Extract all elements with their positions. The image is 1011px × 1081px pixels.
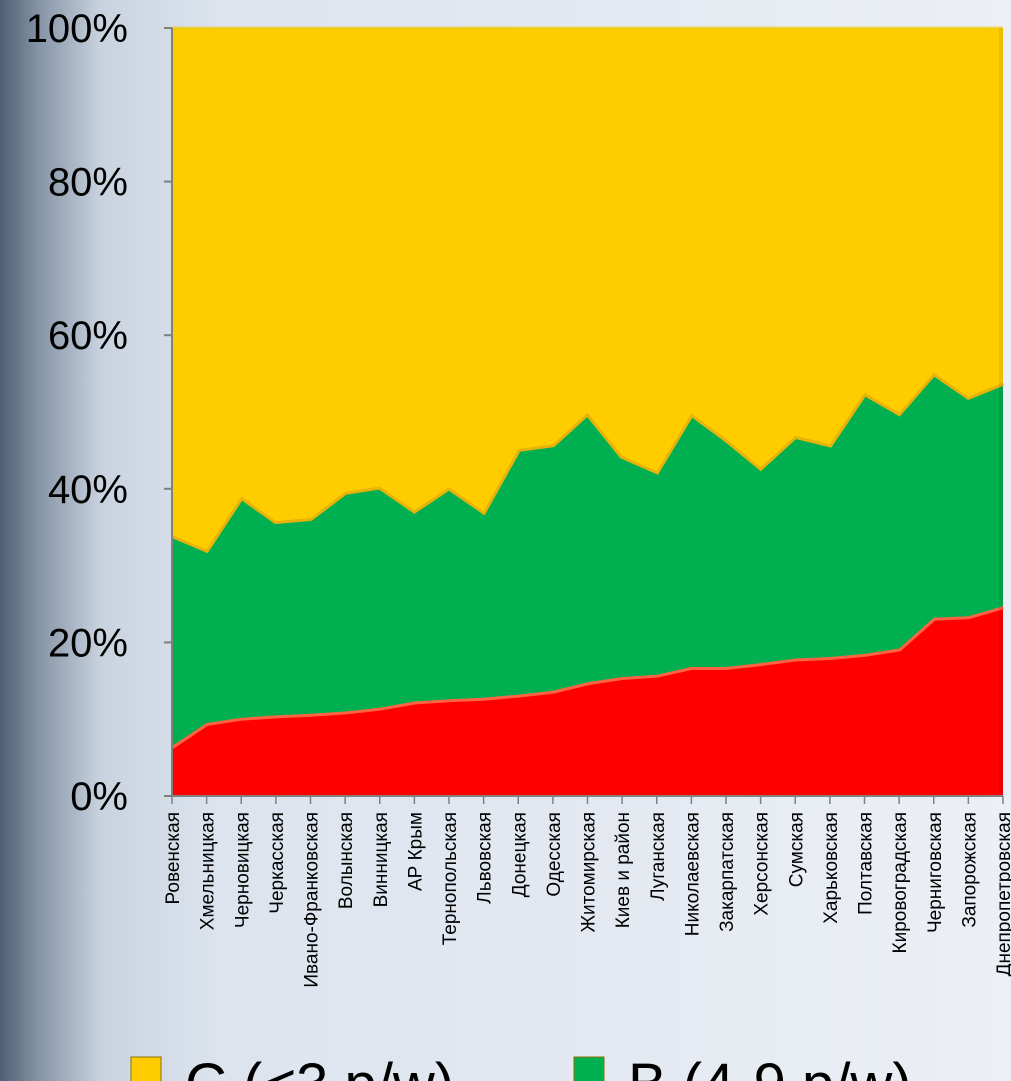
x-category-label: Волынская — [336, 812, 357, 909]
x-category-label: Луганская — [648, 812, 669, 901]
x-category-label: Херсонская — [752, 812, 773, 916]
x-category-label: Ровенская — [163, 812, 184, 904]
x-category-label: Харьковская — [821, 812, 842, 924]
legend-swatch — [573, 1056, 605, 1081]
y-tick-label: 80% — [48, 161, 128, 205]
x-axis-labels: Ровенская Хмельницкая Черновицкая Черкасска… — [163, 812, 1011, 988]
x-category-label: Кировоградская — [890, 812, 911, 954]
area-series-3 — [172, 28, 1003, 550]
y-axis-labels: 0% 20% 40% 60% 80% 100% — [26, 7, 128, 819]
x-category-label: Киев и район — [613, 812, 634, 928]
area-layers — [170, 26, 1005, 796]
depth-edge — [999, 28, 1003, 796]
area-series-2 — [172, 372, 1003, 747]
axes — [164, 27, 1004, 804]
legend: C (<3 р/w) B (4-9 р/w) — [130, 1052, 912, 1081]
x-category-label: Ивано-Франковская — [302, 812, 323, 988]
x-category-label: Черновицкая — [232, 812, 253, 928]
legend-swatch — [130, 1056, 162, 1081]
x-category-label: Одесская — [544, 812, 565, 897]
y-tick-label: 100% — [26, 7, 128, 51]
legend-label: B (4-9 р/w) — [628, 1052, 912, 1081]
x-category-label: Полтавская — [856, 812, 877, 915]
x-category-label: Донецкая — [509, 812, 530, 897]
x-category-label: АР Крым — [405, 812, 426, 891]
y-tick-label: 60% — [48, 314, 128, 358]
legend-label: C (<3 р/w) — [185, 1052, 454, 1081]
x-category-label: Сумская — [786, 812, 807, 887]
x-category-label: Николаевская — [682, 812, 703, 936]
x-category-label: Черниговская — [925, 812, 946, 933]
x-category-label: Запорожская — [959, 812, 980, 928]
x-category-label: Днепропетровская — [994, 812, 1011, 976]
x-category-label: Львовская — [475, 812, 496, 904]
area-series-1 — [172, 606, 1003, 796]
x-category-label: Житомирская — [579, 812, 600, 933]
y-tick-label: 40% — [48, 468, 128, 512]
x-category-label: Винницкая — [371, 812, 392, 907]
x-category-label: Хмельницкая — [198, 812, 219, 930]
y-tick-label: 20% — [48, 621, 128, 665]
y-tick-label: 0% — [70, 775, 128, 819]
x-category-label: Черкасская — [267, 812, 288, 914]
x-category-label: Закарпатская — [717, 812, 738, 932]
x-category-label: Тернопольская — [440, 812, 461, 945]
